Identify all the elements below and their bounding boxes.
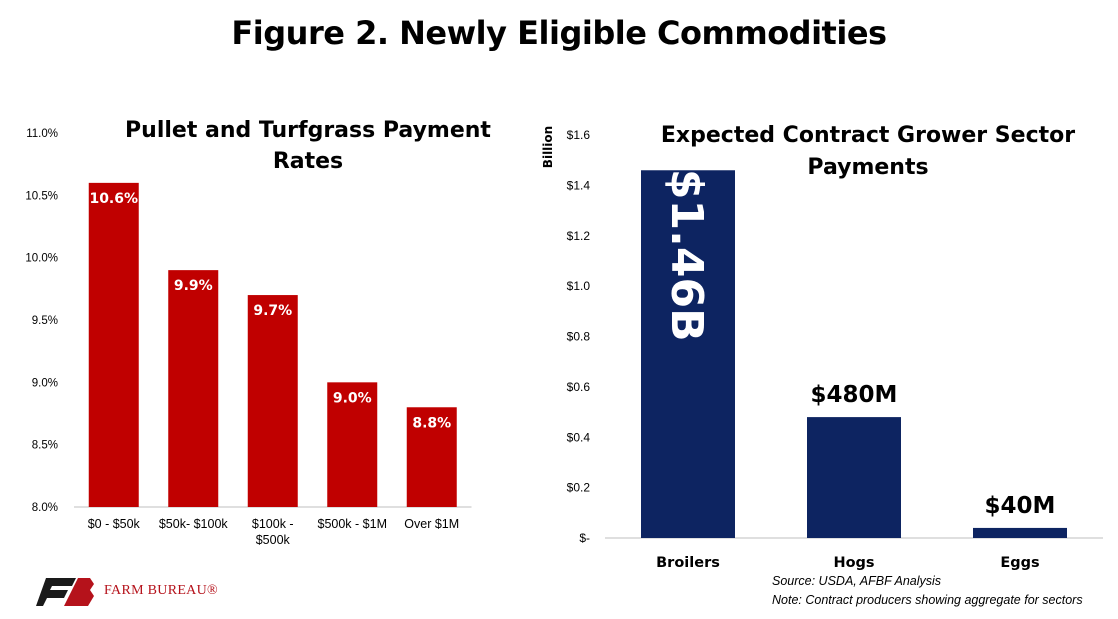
right-chart-title: Payments bbox=[807, 155, 928, 180]
right-y-tick-label: $1.2 bbox=[567, 229, 591, 243]
right-category-label: Eggs bbox=[1000, 555, 1039, 571]
right-y-tick-label: $- bbox=[579, 531, 590, 545]
right-bar bbox=[641, 170, 735, 538]
left-bar-data-label: 8.8% bbox=[412, 415, 451, 431]
left-bar bbox=[168, 270, 219, 507]
left-y-tick-label: 10.0% bbox=[25, 253, 58, 265]
left-y-tick-label: 8.0% bbox=[32, 502, 58, 514]
left-bar-data-label: 9.9% bbox=[174, 278, 213, 294]
farm-bureau-logo: FARM BUREAU® bbox=[36, 576, 218, 606]
right-y-tick-label: $1.6 bbox=[567, 128, 591, 142]
left-bar bbox=[88, 182, 139, 507]
left-chart-title: Pullet and Turfgrass Payment bbox=[125, 118, 491, 143]
right-bar-data-label: $1.46B bbox=[661, 169, 712, 342]
source-line: Source: USDA, AFBF Analysis bbox=[772, 574, 942, 588]
left-chart-title: Rates bbox=[273, 149, 343, 174]
left-category-label: $500k - $1M bbox=[318, 517, 387, 531]
farm-bureau-logo-text: FARM BUREAU® bbox=[104, 583, 218, 598]
right-bar bbox=[807, 417, 901, 538]
right-y-tick-label: $0.2 bbox=[567, 481, 591, 495]
left-category-label: Over $1M bbox=[404, 517, 459, 531]
left-y-tick-label: 9.0% bbox=[32, 377, 58, 389]
right-chart-title: Expected Contract Grower Sector bbox=[661, 123, 1075, 148]
left-bar-data-label: 10.6% bbox=[89, 191, 138, 207]
right-bar-data-label: $40M bbox=[985, 493, 1056, 519]
source-note: Source: USDA, AFBF Analysis Note: Contra… bbox=[772, 572, 1083, 610]
left-y-tick-label: 9.5% bbox=[32, 315, 58, 327]
left-bar-data-label: 9.7% bbox=[253, 303, 292, 319]
left-bar bbox=[406, 407, 457, 507]
right-bar-data-label: $480M bbox=[811, 382, 898, 408]
farm-bureau-logo-icon bbox=[36, 578, 94, 606]
left-y-tick-label: 8.5% bbox=[32, 440, 58, 452]
left-y-tick-label: 11.0% bbox=[26, 128, 58, 140]
left-y-tick-label: 10.5% bbox=[25, 190, 58, 202]
note-line: Note: Contract producers showing aggrega… bbox=[772, 593, 1083, 607]
right-y-tick-label: $0.8 bbox=[567, 330, 591, 344]
left-category-label: $100k - bbox=[252, 517, 294, 531]
figure-title: Figure 2. Newly Eligible Commodities bbox=[231, 14, 887, 52]
left-bar bbox=[247, 295, 298, 507]
right-y-tick-label: $1.0 bbox=[567, 279, 591, 293]
left-category-label: $0 - $50k bbox=[88, 517, 141, 531]
left-category-label: $500k bbox=[256, 533, 291, 547]
left-bar-data-label: 9.0% bbox=[333, 390, 372, 406]
left-bar bbox=[327, 382, 378, 507]
right-y-tick-label: $0.4 bbox=[567, 430, 591, 444]
right-category-label: Broilers bbox=[656, 555, 720, 571]
right-category-label: Hogs bbox=[833, 555, 874, 571]
right-bar bbox=[973, 527, 1067, 538]
right-y-tick-label: $1.4 bbox=[567, 178, 591, 192]
right-y-tick-label: $0.6 bbox=[567, 380, 591, 394]
left-category-label: $50k- $100k bbox=[159, 517, 229, 531]
right-y-axis-label: Billion bbox=[541, 126, 555, 168]
